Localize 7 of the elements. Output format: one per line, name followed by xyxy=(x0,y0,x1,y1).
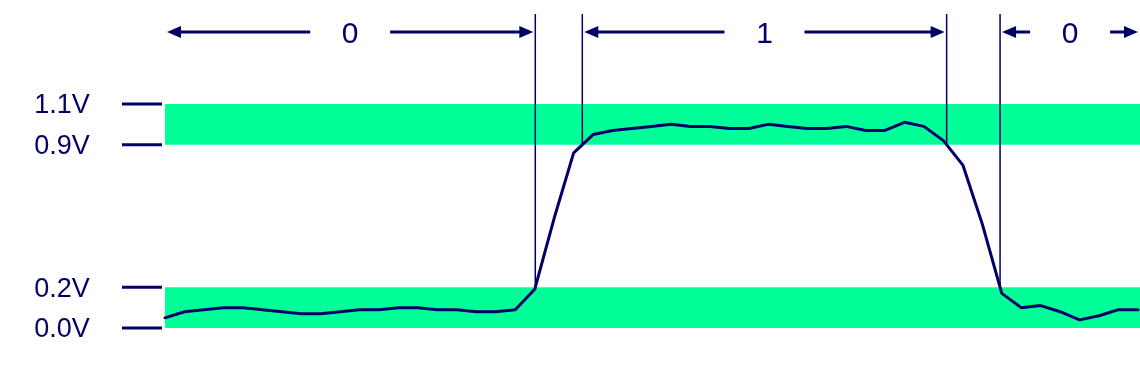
text: 0 xyxy=(1061,15,1079,49)
y-tick-label: 0.0V xyxy=(34,313,90,344)
text: 0 xyxy=(341,15,359,49)
y-tick-label: 0.9V xyxy=(34,130,90,161)
y-tick-label: 0.2V xyxy=(34,272,90,303)
y-tick-label: 1.1V xyxy=(34,89,90,120)
text: 1 xyxy=(756,15,773,49)
